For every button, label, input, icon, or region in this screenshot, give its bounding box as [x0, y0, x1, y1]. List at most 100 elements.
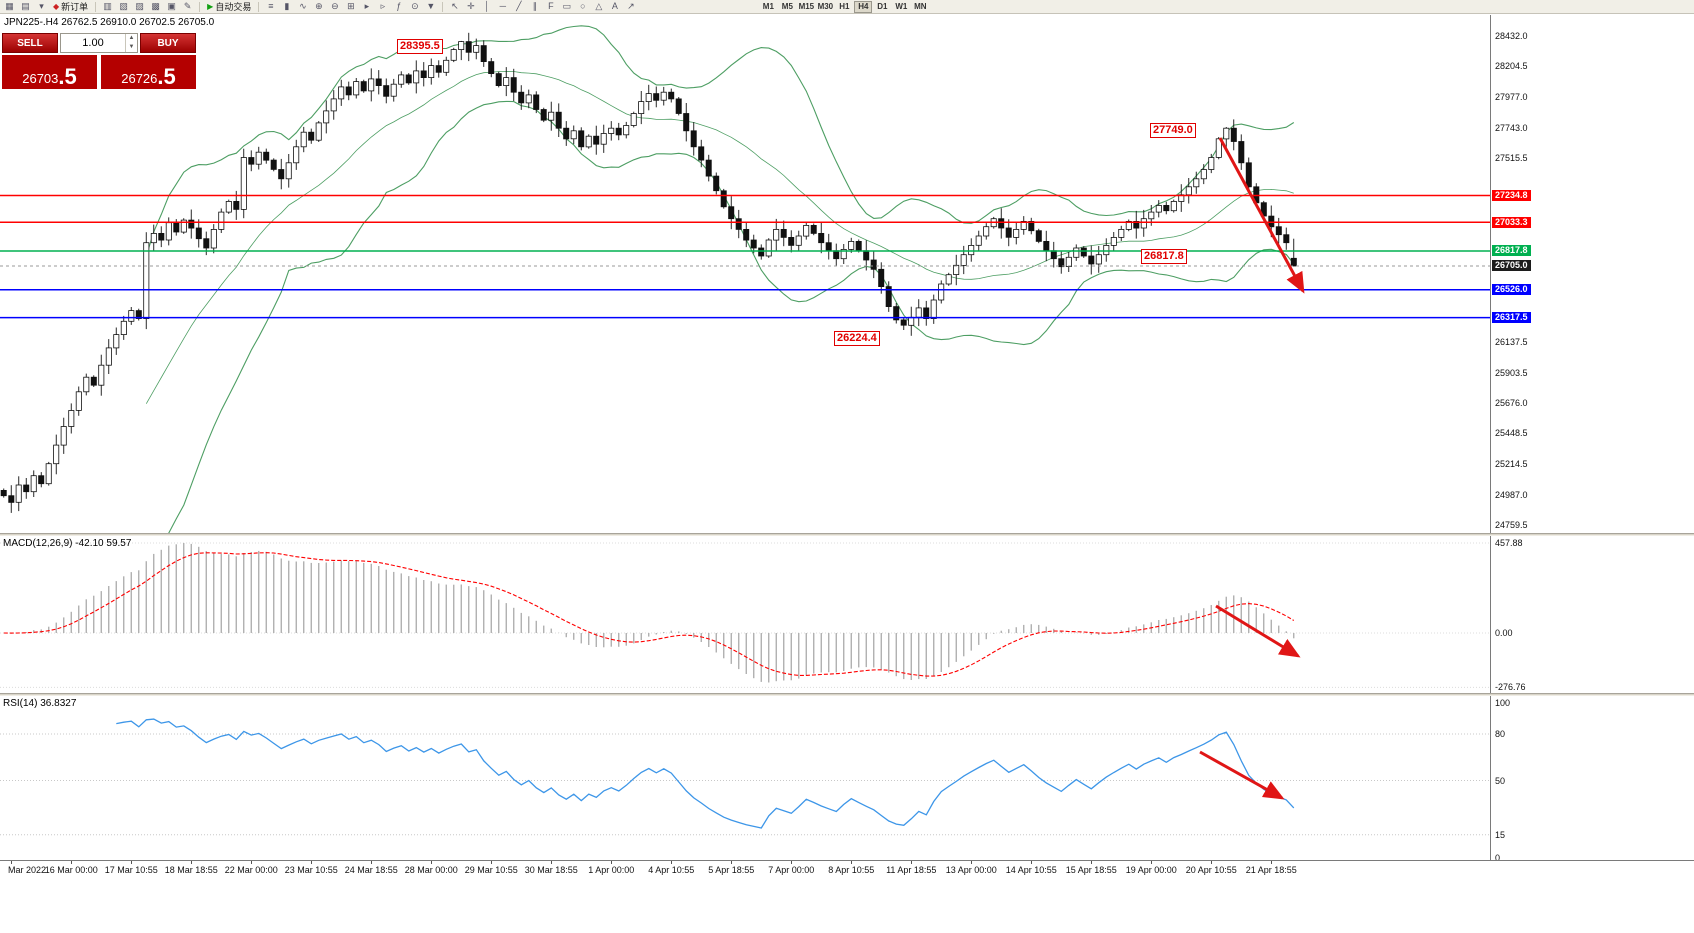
pane-splitter[interactable]	[0, 693, 1694, 696]
candlestick-chart-icon[interactable]: ▮	[284, 1, 290, 11]
timeframe-w1[interactable]: W1	[895, 2, 908, 11]
axis-tick-label: 0.00	[1495, 628, 1513, 638]
price-annotation[interactable]: 28395.5	[397, 39, 443, 54]
triangle-icon[interactable]: △	[595, 1, 603, 11]
time-tick	[851, 861, 853, 864]
periods-icon[interactable]: ⊙	[411, 1, 419, 11]
toolbar-separator	[442, 1, 444, 12]
timeframe-d1[interactable]: D1	[877, 2, 888, 11]
trend-arrow	[1199, 750, 1285, 800]
time-tick	[671, 861, 673, 864]
time-tick	[911, 861, 913, 864]
timeframe-m30[interactable]: M30	[817, 2, 834, 11]
buy-button[interactable]: BUY	[140, 33, 196, 53]
buy-price-button[interactable]: 26726.5	[101, 55, 196, 89]
text-label-icon[interactable]: A	[611, 1, 618, 11]
hline-price-label: 26317.5	[1492, 312, 1531, 324]
autotrading-icon: ▶	[207, 2, 214, 11]
timeframe-m15[interactable]: M15	[798, 2, 815, 11]
pane-splitter[interactable]	[0, 533, 1694, 536]
time-tick	[491, 861, 493, 864]
rsi-axis[interactable]: 100 80 50 15 0	[1490, 696, 1566, 863]
axis-tick-label: 25676.0	[1495, 398, 1528, 409]
time-tick	[791, 861, 793, 864]
toolbar-separator	[199, 1, 201, 12]
bid-price-label: 26705.0	[1492, 260, 1531, 272]
autotrading-button[interactable]: ▶ 自动交易	[204, 1, 254, 13]
price-annotation[interactable]: 26817.8	[1141, 249, 1187, 264]
axis-tick-label: 24987.0	[1495, 489, 1528, 500]
new-chart-icon[interactable]: ▦	[5, 1, 14, 11]
rsi-plot[interactable]	[0, 696, 1490, 860]
sell-price-button[interactable]: 26703.5	[2, 55, 97, 89]
shapes-icon[interactable]: ▭	[562, 1, 572, 11]
axis-tick-label: -276.76	[1495, 682, 1526, 693]
time-tick	[1151, 861, 1153, 864]
bollinger-middle-band	[145, 70, 1294, 404]
strategy-tester-icon[interactable]: ▣	[167, 1, 176, 11]
macd-plot[interactable]	[0, 536, 1490, 693]
crosshair-icon[interactable]: ✛	[467, 1, 475, 11]
channel-icon[interactable]: ∥	[532, 1, 538, 11]
metaeditor-icon[interactable]: ✎	[183, 1, 192, 11]
time-tick	[431, 861, 433, 864]
volume-down-icon[interactable]: ▼	[128, 44, 135, 50]
time-tick-label: 13 Apr 00:00	[945, 865, 997, 875]
volume-field[interactable]: 1.00 ▲ ▼	[60, 33, 138, 53]
zoom-out-icon[interactable]: ⊖	[331, 1, 339, 11]
timeframe-toolbar: M1 M5 M15 M30 H1 H4 D1 W1 MN	[759, 0, 929, 13]
hline-price-label: 26526.0	[1492, 284, 1531, 296]
horizontal-line-icon[interactable]: ─	[499, 1, 507, 11]
time-tick-label: 1 Apr 00:00	[588, 865, 635, 875]
time-axis[interactable]: Mar 2022 16 Mar 00:00 17 Mar 10:55 18 Mar 1…	[0, 860, 1694, 879]
axis-tick-label: 15	[1495, 829, 1506, 840]
bid-price-fraction: .5	[58, 64, 77, 89]
arrow-tool-icon[interactable]: ↗	[627, 1, 635, 11]
time-tick-label: 28 Mar 00:00	[404, 865, 458, 875]
time-tick-label: 23 Mar 10:55	[284, 865, 338, 875]
main-chart-plot[interactable]: 28395.5 27749.0 26817.8 26224.4	[0, 15, 1490, 533]
volume-value[interactable]: 1.00	[82, 37, 104, 49]
main-chart-pane: 28395.5 27749.0 26817.8 26224.4 JPN225-.H4 …	[0, 15, 1694, 533]
timeframe-m1[interactable]: M1	[762, 2, 774, 11]
axis-tick-label: 0	[1495, 853, 1501, 863]
ellipse-icon[interactable]: ○	[580, 1, 586, 11]
timeframe-mn[interactable]: MN	[914, 2, 927, 11]
macd-label: MACD(12,26,9) -42.10 59.57	[3, 538, 132, 549]
price-annotation[interactable]: 26224.4	[834, 331, 880, 346]
bar-chart-icon[interactable]: ≡	[268, 1, 274, 11]
templates-icon[interactable]: ▼	[426, 1, 436, 11]
navigator-icon[interactable]: ▨	[135, 1, 144, 11]
cursor-icon[interactable]: ↖	[451, 1, 459, 11]
tile-windows-icon[interactable]: ⊞	[347, 1, 355, 11]
time-tick-label: 16 Mar 00:00	[44, 865, 98, 875]
timeframe-m5[interactable]: M5	[781, 2, 793, 11]
time-tick-label: 4 Apr 10:55	[648, 865, 695, 875]
timeframe-h4[interactable]: H4	[854, 0, 873, 13]
line-chart-icon[interactable]: ∿	[299, 1, 307, 11]
sell-button[interactable]: SELL	[2, 33, 58, 53]
data-window-icon[interactable]: ▧	[119, 1, 128, 11]
hline-price-label: 27033.3	[1492, 216, 1531, 228]
new-order-label: 新订单	[61, 2, 89, 12]
indicators-icon[interactable]: ƒ	[396, 1, 402, 11]
price-annotation[interactable]: 27749.0	[1150, 123, 1196, 138]
profiles-icon[interactable]: ▤	[21, 1, 30, 11]
vertical-line-icon[interactable]: │	[484, 1, 490, 11]
chart-title: JPN225-.H4 26762.5 26910.0 26702.5 26705…	[4, 17, 215, 28]
new-order-button[interactable]: ◆ 新订单	[50, 1, 91, 13]
time-tick	[11, 861, 13, 864]
terminal-icon[interactable]: ▩	[151, 1, 160, 11]
price-axis[interactable]: 28432.0 28204.5 27977.0 27743.0 27515.5 26137…	[1490, 15, 1566, 533]
fibonacci-icon[interactable]: F	[548, 1, 554, 11]
macd-axis[interactable]: 457.88 0.00 -276.76	[1490, 536, 1566, 693]
trendline-icon[interactable]: ╱	[516, 1, 522, 11]
chart-shift-icon[interactable]: ▹	[380, 1, 386, 11]
zoom-in-icon[interactable]: ⊕	[315, 1, 323, 11]
volume-up-icon[interactable]: ▲	[128, 35, 135, 41]
market-watch-icon[interactable]: ▥	[103, 1, 112, 11]
auto-scroll-icon[interactable]: ▸	[364, 1, 370, 11]
timeframe-h1[interactable]: H1	[839, 2, 850, 11]
chart-dropdown-icon[interactable]: ▾	[39, 1, 44, 11]
time-tick-label: 17 Mar 10:55	[104, 865, 158, 875]
